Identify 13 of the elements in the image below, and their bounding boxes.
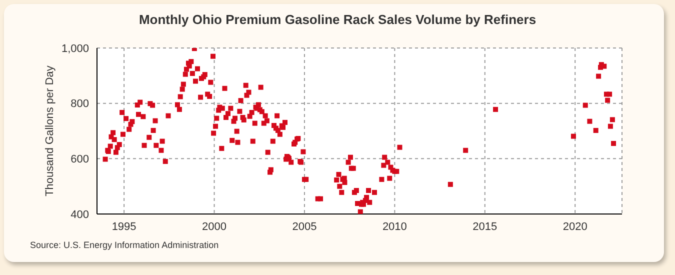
x-tick-label: 2000: [202, 220, 227, 233]
y-tick-label: 600: [70, 154, 89, 166]
x-tick-label: 2005: [292, 220, 317, 233]
x-tick-label: 1995: [112, 220, 136, 233]
source-note: Source: U.S. Energy Information Administration: [30, 240, 219, 250]
x-tick-label: 2010: [382, 220, 407, 233]
x-tick-label: 2020: [562, 220, 588, 233]
chart-title: Monthly Ohio Premium Gasoline Rack Sales Volume by Refiners: [138, 12, 538, 27]
y-tick-label: 1,000: [61, 42, 89, 55]
y-tick-label: 800: [70, 98, 89, 110]
y-tick-label: 400: [70, 208, 89, 221]
x-tick-label: 2015: [472, 220, 498, 233]
y-axis-title: Thousand Gallons per Day: [44, 65, 56, 196]
